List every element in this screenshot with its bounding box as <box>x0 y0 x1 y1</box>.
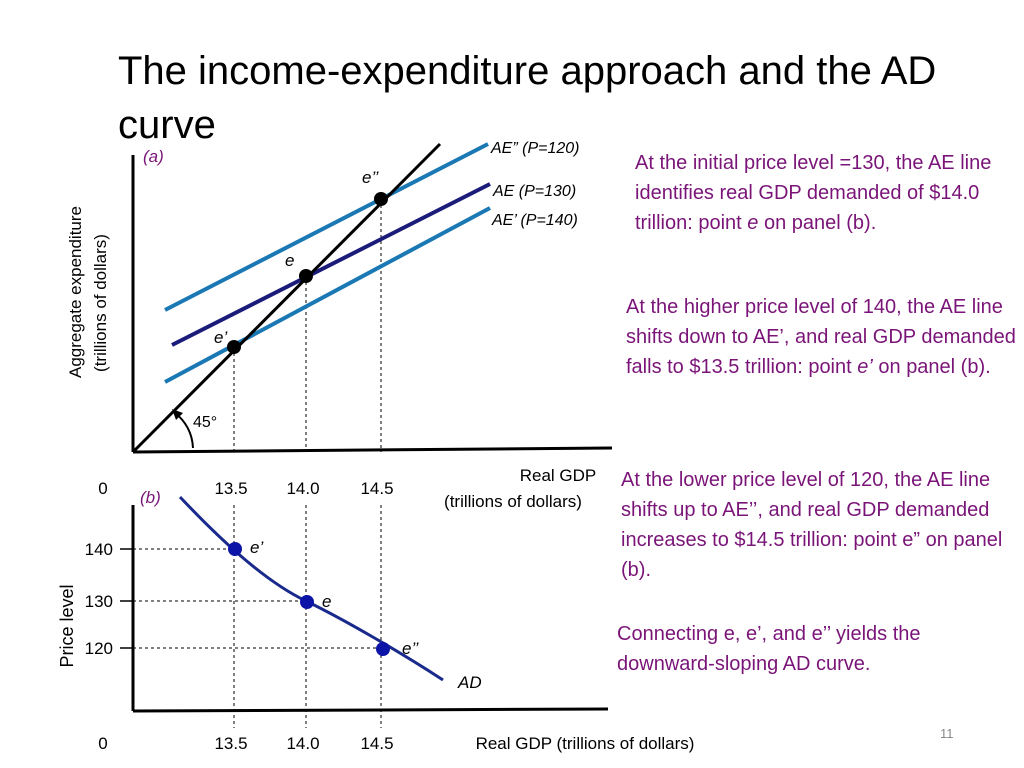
note-higher-price-level: At the higher price level of 140, the AE… <box>626 292 1016 382</box>
ae-line-p140 <box>164 206 491 384</box>
point-label-e-b: e <box>322 592 331 611</box>
point-e-double-prime-b <box>376 642 390 656</box>
panel-b-y-axis-label: Price level <box>57 584 77 667</box>
point-label-e-a: e <box>285 251 294 270</box>
ae-label-p140: AE’ (P=140) <box>491 212 578 229</box>
note-higher-tail: on panel (b). <box>872 356 991 378</box>
note-initial-text: At the initial price level =130, the AE … <box>635 152 992 234</box>
note-higher-text: At the higher price level of 140, the AE… <box>626 296 1016 378</box>
panel-b-y-tick-140: 140 <box>85 540 113 559</box>
panel-b-x-axis <box>132 707 609 713</box>
point-label-e-double-prime-b: e’’ <box>402 639 419 658</box>
panel-b-x-tick-13-5: 13.5 <box>214 734 247 753</box>
panel-a-x-axis <box>132 446 613 454</box>
point-e-b <box>300 595 314 609</box>
note-connecting-points: Connecting e, e’, and e’’ yields the dow… <box>617 623 921 675</box>
slide-number: 11 <box>940 726 954 741</box>
note-higher-point: e’ <box>857 356 873 378</box>
angle-arrowhead-icon <box>172 409 183 420</box>
point-label-e-double-prime-a: e’’ <box>362 168 379 187</box>
note-lower-price-level: At the lower price level of 120, the AE … <box>621 469 1003 581</box>
panel-b-x-tick-14-0: 14.0 <box>286 734 319 753</box>
panel-a-origin-label: 0 <box>98 479 107 498</box>
panel-a-x-axis-label-line1: Real GDP <box>520 466 597 485</box>
panel-a-x-tick-13-5: 13.5 <box>214 479 247 498</box>
note-initial-price-level: At the initial price level =130, the AE … <box>635 148 1015 238</box>
panel-b-x-tick-14-5: 14.5 <box>360 734 393 753</box>
panel-a: 45° e’’ e e’ AE” (P=120) AE (P=130) AE’ … <box>66 140 613 511</box>
point-e-prime-b <box>228 542 242 556</box>
note-initial-tail: on panel (b). <box>758 212 877 234</box>
panel-b-y-tick-120: 120 <box>85 639 113 658</box>
point-e-prime-a <box>227 340 241 354</box>
panel-b-y-tick-130: 130 <box>85 592 113 611</box>
ad-curve-label: AD <box>457 673 482 692</box>
panel-a-x-axis-label-line2: (trillions of dollars) <box>444 492 582 511</box>
ae-label-p130: AE (P=130) <box>492 183 576 200</box>
point-e-double-prime-a <box>374 192 388 206</box>
panel-a-y-axis-label-line2: (trillions of dollars) <box>91 234 110 372</box>
panel-a-label: (a) <box>143 147 164 166</box>
panel-a-x-tick-14-5: 14.5 <box>360 479 393 498</box>
slide-title: The income-expenditure approach and the … <box>118 49 937 147</box>
panel-b-origin-label: 0 <box>98 734 107 753</box>
panel-b-label: (b) <box>140 488 161 507</box>
ae-line-p130 <box>171 182 491 347</box>
panel-b: e’ e e’’ AD (b) 140 130 120 Price level … <box>57 488 694 753</box>
angle-label: 45° <box>193 414 217 431</box>
note-initial-point: e <box>747 212 759 234</box>
ae-label-p120: AE” (P=120) <box>490 140 579 157</box>
panel-a-y-axis-label-line1: Aggregate expenditure <box>66 206 85 378</box>
point-label-e-prime-a: e’ <box>214 328 227 347</box>
ae-line-p120 <box>164 142 489 312</box>
point-label-e-prime-b: e’ <box>250 538 263 557</box>
point-e-a <box>299 269 313 283</box>
panel-a-x-tick-14-0: 14.0 <box>286 479 319 498</box>
forty-five-degree-line <box>131 142 442 454</box>
panel-b-x-axis-label: Real GDP (trillions of dollars) <box>476 734 695 753</box>
